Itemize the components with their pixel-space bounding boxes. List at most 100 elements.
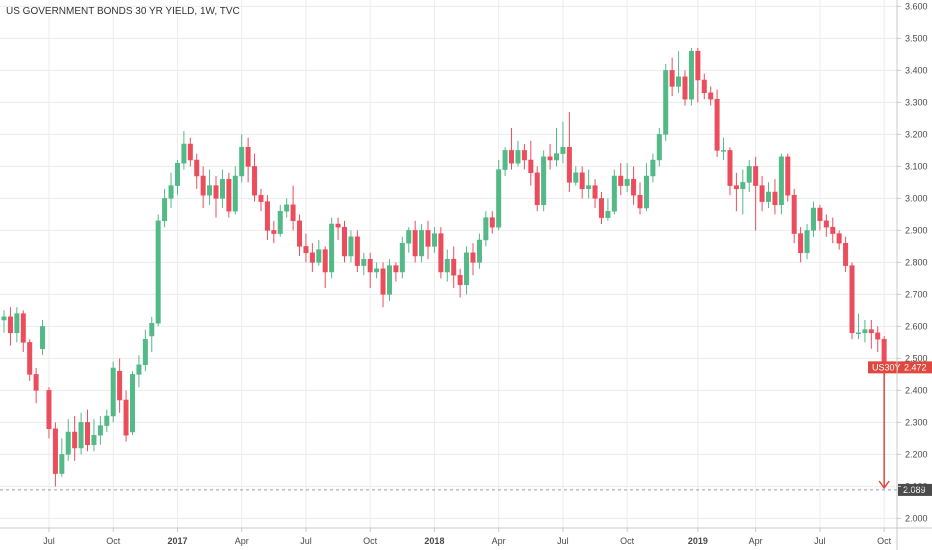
candle-body bbox=[284, 204, 290, 212]
candle-body bbox=[348, 236, 354, 257]
candle bbox=[701, 73, 707, 100]
candle bbox=[778, 153, 784, 215]
candle-body bbox=[309, 252, 315, 263]
candle-body bbox=[162, 198, 168, 222]
candle bbox=[733, 172, 739, 212]
candle bbox=[380, 262, 386, 308]
candle bbox=[830, 217, 836, 244]
candle-body bbox=[393, 265, 399, 273]
candle bbox=[91, 419, 97, 452]
candle bbox=[804, 224, 810, 260]
candle-body bbox=[721, 150, 727, 152]
candle-body bbox=[566, 146, 572, 183]
candle-body bbox=[836, 233, 842, 244]
candle bbox=[669, 57, 675, 96]
candle bbox=[59, 438, 65, 477]
candle bbox=[239, 134, 245, 183]
x-tick-label: Apr bbox=[492, 536, 506, 546]
candle bbox=[14, 307, 20, 343]
candle bbox=[52, 422, 58, 487]
candle bbox=[855, 313, 861, 340]
candle-body bbox=[91, 434, 97, 446]
candle-body bbox=[110, 367, 116, 417]
candle-body bbox=[72, 431, 78, 449]
candle bbox=[245, 137, 251, 183]
candle-body bbox=[252, 166, 258, 196]
candle bbox=[20, 310, 26, 352]
candle-body bbox=[117, 370, 123, 401]
candle bbox=[136, 355, 142, 388]
candle-body bbox=[438, 233, 444, 273]
candle-body bbox=[297, 220, 303, 247]
candle-body bbox=[386, 265, 392, 295]
candle-body bbox=[232, 175, 238, 212]
candle bbox=[836, 230, 842, 250]
x-tick-label: Jul bbox=[300, 536, 312, 546]
x-tick-label: Jul bbox=[43, 536, 55, 546]
candle-body bbox=[136, 364, 142, 375]
candle-body bbox=[682, 76, 688, 100]
candle-body bbox=[688, 50, 694, 100]
candle bbox=[168, 172, 174, 208]
candle-body bbox=[509, 150, 515, 164]
candle-body bbox=[759, 185, 765, 202]
grid-lines bbox=[0, 5, 897, 519]
candle bbox=[509, 128, 515, 170]
candle bbox=[695, 48, 701, 103]
candle-body bbox=[168, 185, 174, 199]
candle bbox=[123, 390, 129, 442]
candle-body bbox=[656, 134, 662, 161]
candle bbox=[483, 211, 489, 247]
candle-body bbox=[7, 316, 13, 334]
candle bbox=[637, 182, 643, 215]
candle-body bbox=[843, 242, 849, 266]
candle-body bbox=[502, 150, 508, 170]
y-tick-label: 2.600 bbox=[905, 321, 928, 331]
y-tick-label: 3.500 bbox=[905, 33, 928, 43]
candle bbox=[502, 147, 508, 176]
candle bbox=[573, 166, 579, 186]
candle bbox=[264, 195, 270, 240]
candle-body bbox=[431, 233, 437, 247]
candle bbox=[444, 249, 450, 282]
y-tick-label: 2.200 bbox=[905, 449, 928, 459]
candle bbox=[541, 150, 547, 212]
candle-body bbox=[778, 156, 784, 206]
candle bbox=[605, 198, 611, 221]
current-symbol-label: US30Y bbox=[872, 362, 901, 372]
candle bbox=[367, 252, 373, 288]
candle bbox=[515, 140, 521, 167]
candle bbox=[72, 416, 78, 461]
candle bbox=[598, 192, 604, 224]
candle bbox=[663, 64, 669, 141]
candle-body bbox=[875, 332, 881, 340]
candle-body bbox=[213, 185, 219, 199]
candle bbox=[631, 166, 637, 205]
candle bbox=[284, 198, 290, 218]
candle-body bbox=[380, 268, 386, 295]
candle bbox=[213, 176, 219, 218]
candle bbox=[547, 144, 553, 170]
y-tick-label: 2.000 bbox=[905, 513, 928, 523]
candle bbox=[618, 163, 624, 196]
x-tick-label: Oct bbox=[106, 536, 121, 546]
candle-body bbox=[785, 156, 791, 196]
candle bbox=[194, 153, 200, 189]
candle-body bbox=[129, 374, 135, 433]
candle bbox=[521, 144, 527, 170]
target-price-badge: 2.089 bbox=[898, 483, 932, 496]
current-price-label: 2.472 bbox=[904, 362, 927, 372]
candle bbox=[554, 128, 560, 167]
x-tick-label: Jul bbox=[557, 536, 569, 546]
candle bbox=[361, 252, 367, 276]
candle-body bbox=[573, 172, 579, 183]
candle-body bbox=[149, 322, 155, 337]
y-tick-label: 2.800 bbox=[905, 257, 928, 267]
candle-body bbox=[740, 182, 746, 190]
candle bbox=[393, 262, 399, 282]
candle-body bbox=[444, 258, 450, 273]
x-tick-label: Oct bbox=[363, 536, 378, 546]
x-tick-label: Oct bbox=[620, 536, 635, 546]
overlays: US30Y 2.472 2.089 bbox=[0, 361, 932, 496]
